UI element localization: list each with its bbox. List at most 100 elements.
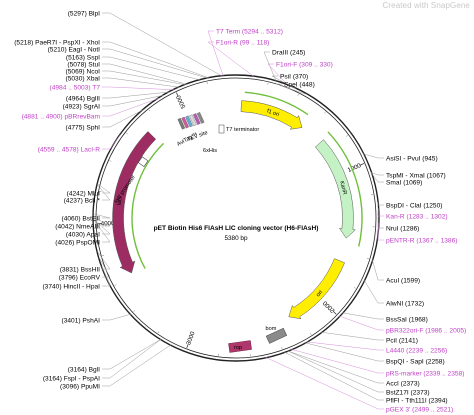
leader-line: [93, 213, 111, 219]
leader-line: [275, 83, 308, 95]
tev-site-label: TEV site: [187, 130, 209, 143]
primer-label: pBR322ori-F (1986 .. 2005): [386, 327, 466, 334]
tick-label: 2000: [321, 299, 336, 314]
leader-line: [97, 251, 111, 270]
restriction-site-label: BstZ17I (2373): [386, 389, 430, 396]
primer-label: F1ori-R (99 .. 118): [216, 39, 269, 46]
leader-line: [271, 75, 296, 89]
primer-label: F1ori-F (309 .. 330): [276, 61, 333, 68]
restriction-site-label: NruI (1286): [386, 225, 419, 232]
restriction-site-label: (5297) BlpI: [68, 10, 100, 17]
restriction-site-label: (3164) FspI - PspAI: [43, 375, 100, 382]
bom-feature: [265, 327, 288, 344]
restriction-site-label: (4030) ApaI: [66, 231, 100, 238]
leader-line: [93, 218, 111, 235]
restriction-site-label: (4026) PspOMI: [55, 239, 100, 246]
leader-line: [102, 313, 131, 321]
primer-label: Kan-R (1283 .. 1302): [386, 213, 448, 220]
leader-line: [291, 349, 384, 374]
restriction-site-label: (5069) NcoI: [66, 68, 101, 75]
leader-line: [102, 12, 223, 77]
restriction-site-label: (5218) PaeR7I - PspXI - XhoI: [14, 39, 100, 46]
rop-feature: [228, 340, 252, 353]
minor-tick: [346, 135, 348, 137]
primer-label: T7 Term (5294 .. 5312): [216, 28, 283, 35]
restriction-site-label: SpeI (448): [284, 81, 315, 88]
kanr-feature-label: KanR: [338, 180, 348, 195]
bom-label: bom: [266, 326, 277, 332]
restriction-site-label: DraIII (245): [272, 49, 305, 56]
leader-line: [102, 48, 208, 79]
ori-feature-label: ori: [315, 290, 324, 299]
leader-line: [102, 77, 180, 88]
leader-line: [102, 63, 187, 85]
tag-segment: [177, 117, 186, 130]
leader-line: [363, 153, 384, 159]
leader-line: [263, 51, 277, 82]
backbone-inner: [95, 77, 377, 359]
restriction-site-label: (5030) XbaI: [66, 75, 101, 82]
restriction-site-label: AlwNI (1732): [386, 300, 424, 307]
leader-line: [207, 41, 255, 77]
leader-line: [370, 172, 384, 176]
restriction-site-label: (3831) BssHII: [60, 266, 100, 273]
leader-line: [370, 172, 384, 183]
f1-ori-track: [244, 91, 309, 116]
restriction-site-label: (5210) EagI - NotI: [48, 46, 101, 53]
t7-terminator-box: [218, 124, 225, 134]
kanr-feature: [315, 139, 356, 239]
minor-tick: [281, 347, 283, 350]
leader-line: [102, 134, 121, 150]
kanr-track: [327, 131, 363, 247]
leader-line: [207, 30, 224, 77]
restriction-site-label: (4242) MluI: [67, 190, 101, 197]
leader-line: [101, 266, 111, 287]
restriction-site-label: (4042) NmeAIII: [55, 223, 100, 230]
restriction-site-label: (3796) EcoRV: [59, 274, 101, 281]
leader-line: [102, 70, 186, 86]
leader-line: [102, 41, 210, 79]
primer-label: (4984 .. 5003) T7: [50, 84, 101, 91]
restriction-site-label: (3401) PshAI: [62, 317, 101, 324]
leader-line: [93, 219, 111, 243]
minor-tick: [102, 254, 105, 256]
leader-line: [102, 339, 162, 379]
primer-label: pGEX 3' (2499 .. 2521): [386, 406, 453, 413]
leader-line: [102, 344, 172, 387]
minor-tick: [133, 310, 136, 313]
leader-line: [377, 208, 384, 229]
minor-tick: [157, 331, 160, 334]
restriction-site-label: PciI (2141): [386, 337, 418, 344]
restriction-site-label: BspQI - SapI (2258): [386, 358, 445, 365]
primer-label: pENTR-R (1367 .. 1386): [386, 237, 457, 244]
restriction-site-label: AcuI (1599): [386, 277, 420, 284]
leader-line: [306, 341, 384, 351]
tick-label: 4000: [101, 220, 116, 228]
leader-line: [102, 339, 162, 370]
leader-line: [93, 216, 111, 227]
primer-label: (4881 .. 4900) pBRrevBam: [22, 113, 101, 120]
laci-promoter-feature: [137, 156, 149, 167]
minor-tick: [109, 160, 112, 162]
his-tag-label: 6xHis: [203, 148, 217, 154]
primer-label: (4559 .. 4578) LacI-R: [38, 146, 101, 153]
restriction-site-label: (3164) BglI: [68, 366, 100, 373]
leader-line: [97, 184, 111, 201]
tick-mark: [332, 310, 337, 315]
tick-mark: [359, 163, 365, 166]
minor-tick: [324, 111, 326, 114]
tag-segment: [185, 115, 193, 128]
primer-label: L4440 (2239 .. 2256): [386, 347, 447, 354]
leader-line: [363, 280, 384, 304]
restriction-site-label: (4964) BglII: [66, 95, 100, 102]
restriction-site-label: (3096) PpuMI: [60, 383, 100, 390]
snapgene-credit: Created with SnapGene: [382, 1, 470, 10]
t7-terminator-label: T7 terminator: [226, 127, 259, 133]
restriction-site-label: TspMI - XmaI (1067): [386, 172, 446, 179]
restriction-site-label: (5078) StuI: [67, 61, 100, 68]
tag-segment: [192, 113, 201, 125]
restriction-site-label: AccI (2373): [386, 380, 420, 387]
tag-segment: [189, 114, 197, 127]
